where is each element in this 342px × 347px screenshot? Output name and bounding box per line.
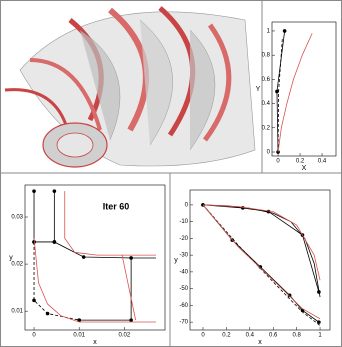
x-tick-label: 0.6 xyxy=(269,333,278,339)
y-tick-label: -30 xyxy=(179,253,188,259)
y-tick-label: -10 xyxy=(179,219,188,225)
figure: 00.20.400.20.40.60.81XY00.010.020.010.02… xyxy=(0,0,342,347)
y-tick-label: -40 xyxy=(179,269,188,275)
point xyxy=(317,290,321,294)
y-tick-label: 0.4 xyxy=(262,101,271,107)
point xyxy=(82,255,86,259)
y-tick-label: 0.01 xyxy=(11,309,23,315)
y-axis-label: y xyxy=(9,254,13,261)
x-axis-label: X xyxy=(302,165,307,172)
y-tick-label: 0.2 xyxy=(262,125,271,131)
x-tick-label: 0.8 xyxy=(292,333,301,339)
point xyxy=(267,210,271,214)
point xyxy=(46,312,50,316)
point xyxy=(283,29,287,33)
x-tick-label: 0.2 xyxy=(296,159,305,165)
y-tick-label: -70 xyxy=(179,320,188,326)
point xyxy=(32,299,36,303)
y-axis-label: Y xyxy=(256,86,261,93)
x-tick-label: 0.4 xyxy=(246,333,255,339)
point xyxy=(129,318,133,322)
point xyxy=(53,240,57,244)
y-axis-label: y xyxy=(174,257,178,264)
x-tick-label: 0.02 xyxy=(119,333,131,339)
y-tick-label: 0.03 xyxy=(11,215,23,221)
y-tick-label: 0.8 xyxy=(262,53,271,59)
point xyxy=(241,206,245,210)
point xyxy=(32,189,36,193)
annotation: Iter 60 xyxy=(103,201,130,211)
x-tick-label: 0.4 xyxy=(318,159,327,165)
x-axis-label: x xyxy=(93,339,97,346)
y-tick-label: -60 xyxy=(179,303,188,309)
y-tick-label: 0.6 xyxy=(262,77,271,83)
x-axis-label: x xyxy=(258,339,262,346)
y-tick-label: -50 xyxy=(179,286,188,292)
x-tick-label: 0.01 xyxy=(73,333,85,339)
y-tick-label: -20 xyxy=(179,236,188,242)
y-tick-label: 0.02 xyxy=(11,262,23,268)
x-tick-label: 0.2 xyxy=(222,333,231,339)
point xyxy=(53,189,57,193)
